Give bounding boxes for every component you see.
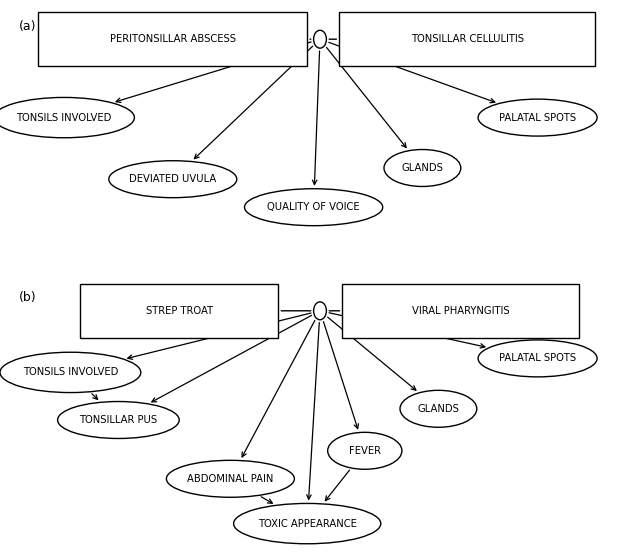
Ellipse shape: [0, 352, 141, 393]
Text: PALATAL SPOTS: PALATAL SPOTS: [499, 113, 576, 123]
Ellipse shape: [328, 432, 402, 469]
Ellipse shape: [314, 302, 326, 320]
FancyBboxPatch shape: [342, 284, 579, 338]
Text: TONSILLAR PUS: TONSILLAR PUS: [79, 415, 157, 425]
Text: GLANDS: GLANDS: [417, 404, 460, 414]
Ellipse shape: [478, 99, 597, 136]
Text: ABDOMINAL PAIN: ABDOMINAL PAIN: [188, 474, 273, 484]
Text: TOXIC APPEARANCE: TOXIC APPEARANCE: [258, 519, 356, 529]
Ellipse shape: [109, 161, 237, 198]
FancyBboxPatch shape: [339, 12, 595, 66]
Ellipse shape: [244, 189, 383, 226]
Text: TONSILLAR CELLULITIS: TONSILLAR CELLULITIS: [411, 34, 524, 44]
FancyBboxPatch shape: [80, 284, 278, 338]
Ellipse shape: [234, 503, 381, 544]
Text: (a): (a): [19, 20, 36, 32]
Text: PERITONSILLAR ABSCESS: PERITONSILLAR ABSCESS: [110, 34, 236, 44]
Ellipse shape: [384, 150, 461, 186]
Text: DEVIATED UVULA: DEVIATED UVULA: [129, 174, 216, 184]
Text: FEVER: FEVER: [349, 446, 381, 456]
Ellipse shape: [314, 30, 326, 48]
Text: STREP TROAT: STREP TROAT: [146, 306, 212, 316]
Text: QUALITY OF VOICE: QUALITY OF VOICE: [268, 202, 360, 212]
Ellipse shape: [166, 460, 294, 497]
FancyBboxPatch shape: [38, 12, 307, 66]
Text: (b): (b): [19, 291, 37, 304]
Ellipse shape: [58, 402, 179, 438]
Text: TONSILS INVOLVED: TONSILS INVOLVED: [16, 113, 112, 123]
Ellipse shape: [400, 390, 477, 427]
Ellipse shape: [0, 97, 134, 138]
Text: PALATAL SPOTS: PALATAL SPOTS: [499, 353, 576, 363]
Text: TONSILS INVOLVED: TONSILS INVOLVED: [22, 367, 118, 377]
Text: VIRAL PHARYNGITIS: VIRAL PHARYNGITIS: [412, 306, 509, 316]
Text: GLANDS: GLANDS: [401, 163, 444, 173]
Ellipse shape: [478, 340, 597, 377]
